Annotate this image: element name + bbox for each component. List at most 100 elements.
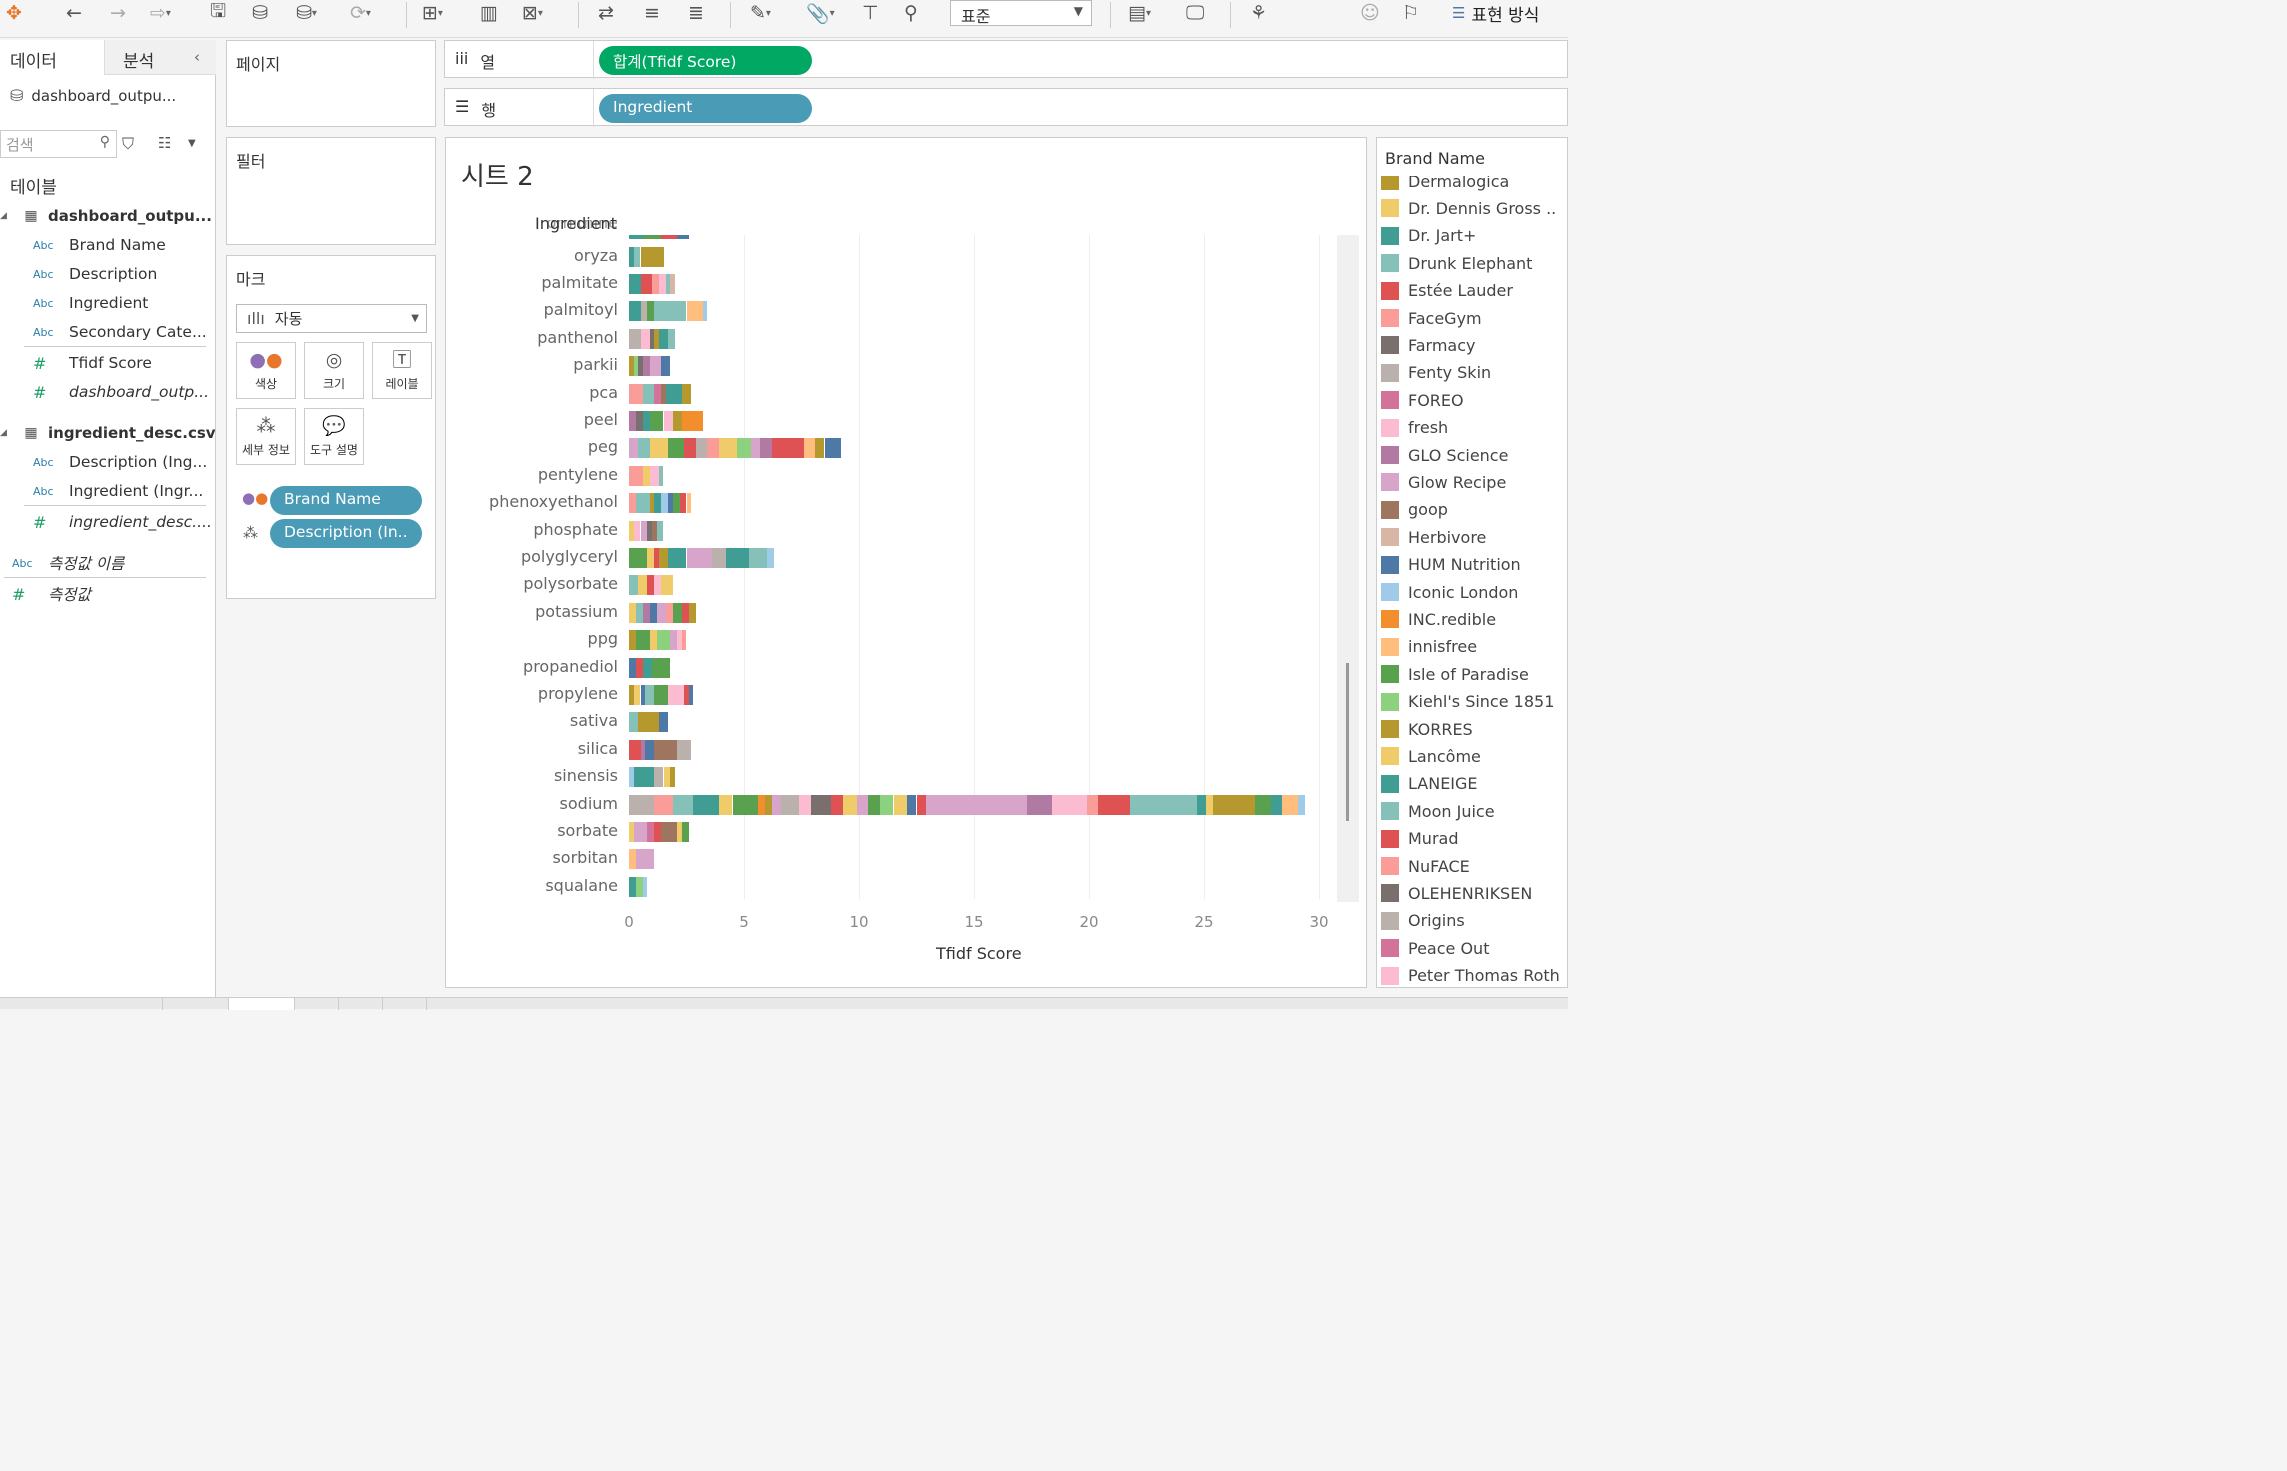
y-tick-label[interactable]: silica — [577, 738, 618, 758]
legend-item[interactable]: Glow Recipe — [1381, 469, 1506, 495]
y-tick-label[interactable]: palmitoyl — [543, 300, 618, 320]
y-tick-label[interactable]: sorbitan — [552, 848, 618, 868]
bar-segment[interactable] — [684, 438, 696, 459]
bar-segment[interactable] — [686, 547, 712, 568]
search-input[interactable]: 검색 ⚲ — [0, 130, 117, 158]
y-tick-label[interactable]: polysorbate — [523, 574, 618, 594]
bar-segment[interactable] — [629, 602, 636, 623]
bar-segment[interactable] — [629, 235, 643, 240]
rows-shelf[interactable]: ☰ 행 Ingredient — [444, 88, 1568, 127]
share-icon[interactable]: ⚘ — [1250, 2, 1268, 24]
tooltip-button[interactable]: 💬 도구 설명 — [304, 408, 364, 465]
bar-segment[interactable] — [629, 657, 636, 678]
legend-item[interactable]: INC.redible — [1381, 606, 1496, 632]
field-description[interactable]: Abc Description — [33, 260, 157, 288]
bar-segment[interactable] — [647, 821, 655, 842]
legend-item[interactable]: Farmacy — [1381, 332, 1476, 358]
bar-segment[interactable] — [681, 602, 689, 623]
table-ingredient-desc[interactable]: ◢ ▦ ingredient_desc.csv — [0, 419, 216, 447]
bar-segment[interactable] — [868, 794, 880, 815]
bar-segment[interactable] — [629, 273, 641, 294]
bar-segment[interactable] — [633, 684, 641, 705]
bar-segment[interactable] — [640, 328, 650, 349]
columns-shelf[interactable]: iii 열 합계(Tfidf Score) — [444, 40, 1568, 79]
legend-item[interactable]: Dr. Dennis Gross .. — [1381, 195, 1556, 221]
bar-segment[interactable] — [654, 794, 673, 815]
datasource-item[interactable]: ⛁ dashboard_outpu... — [10, 86, 176, 105]
y-tick-label[interactable]: propylene — [537, 683, 618, 703]
sheet-title[interactable]: 시트 2 — [461, 162, 534, 192]
tab-analysis[interactable]: 분석 — [105, 40, 216, 75]
bar-segment[interactable] — [633, 356, 639, 377]
fit-select[interactable]: 표준 ▼ — [950, 0, 1092, 26]
mark-type-select[interactable]: ıllı 자동 ▼ — [236, 304, 427, 333]
bar-segment[interactable] — [661, 821, 678, 842]
bar-segment[interactable] — [803, 438, 816, 459]
legend-item[interactable]: goop — [1381, 497, 1448, 523]
bar-segment[interactable] — [654, 301, 687, 322]
sheet-tab[interactable] — [163, 998, 229, 1010]
bar-segment[interactable] — [640, 273, 652, 294]
field-secondary-category[interactable]: Abc Secondary Cate... — [33, 318, 207, 346]
bar-segment[interactable] — [652, 273, 659, 294]
redo-icon[interactable]: ⇨ ▾ — [150, 2, 171, 24]
bar-segment[interactable] — [661, 383, 666, 404]
bar-segment[interactable] — [1206, 794, 1214, 815]
bar-segment[interactable] — [707, 438, 719, 459]
bar-segment[interactable] — [656, 520, 664, 541]
bar-segment[interactable] — [842, 794, 857, 815]
filter-icon[interactable]: ⛉ — [122, 134, 135, 153]
show-cards-icon[interactable]: ▤ ▾ — [1128, 2, 1151, 24]
bar-segment[interactable] — [658, 328, 669, 349]
legend-item[interactable]: Peace Out — [1381, 935, 1489, 961]
bar-segment[interactable] — [638, 575, 648, 596]
y-tick-label[interactable]: peel — [583, 409, 618, 429]
new-story-tab[interactable] — [383, 998, 427, 1010]
field-dashboard-output-count[interactable]: # dashboard_outp... — [33, 378, 209, 406]
bar-segment[interactable] — [670, 630, 678, 651]
bar-segment[interactable] — [1254, 794, 1271, 815]
bar-segment[interactable] — [629, 849, 636, 870]
table-dashboard-output[interactable]: ◢ ▦ dashboard_outpu... — [0, 202, 216, 230]
pill-description[interactable]: Description (In.. — [270, 519, 422, 548]
tab-data[interactable]: 데이터 — [0, 40, 105, 75]
bar-segment[interactable] — [629, 356, 634, 377]
bar-segment[interactable] — [661, 356, 671, 377]
bar-segment[interactable] — [645, 684, 655, 705]
bar-segment[interactable] — [629, 383, 643, 404]
field-tfidf-score[interactable]: # Tfidf Score — [33, 349, 152, 377]
bar-segment[interactable] — [654, 328, 659, 349]
legend-item[interactable]: Iconic London — [1381, 579, 1518, 605]
bar-segment[interactable] — [732, 794, 758, 815]
bar-segment[interactable] — [629, 410, 636, 431]
scrollbar-thumb[interactable] — [1346, 663, 1349, 821]
bar-segment[interactable] — [649, 438, 669, 459]
bar-segment[interactable] — [640, 520, 648, 541]
sheet-tab-active[interactable] — [229, 998, 295, 1010]
bar-segment[interactable] — [649, 410, 664, 431]
y-tick-label[interactable]: sinensis — [553, 766, 618, 786]
ask-data-icon[interactable]: ☺ — [1360, 2, 1380, 24]
bar-segment[interactable] — [681, 821, 689, 842]
highlight-icon[interactable]: ✎ ▾ — [750, 2, 771, 24]
sort-ascending-icon[interactable]: ≡ — [644, 2, 660, 24]
bar-segment[interactable] — [856, 794, 869, 815]
bar-segment[interactable] — [718, 794, 733, 815]
bar-segment[interactable] — [668, 547, 687, 568]
bar-segment[interactable] — [629, 438, 639, 459]
bar-segment[interactable] — [757, 794, 765, 815]
bar-segment[interactable] — [771, 794, 781, 815]
bar-segment[interactable] — [629, 520, 634, 541]
bar-segment[interactable] — [1270, 794, 1283, 815]
view-options-icon[interactable]: ☷ — [158, 134, 172, 152]
bar-segment[interactable] — [633, 767, 655, 788]
color-button[interactable]: ●● 색상 — [236, 342, 296, 399]
bar-segment[interactable] — [693, 794, 719, 815]
bar-segment[interactable] — [633, 246, 641, 267]
bar-segment[interactable] — [633, 520, 641, 541]
bar-segment[interactable] — [629, 493, 636, 514]
legend-item[interactable]: Lancôme — [1381, 743, 1481, 769]
field-measure-names[interactable]: Abc 측정값 이름 — [12, 549, 124, 577]
bar-segment[interactable] — [1213, 794, 1255, 815]
y-tick-label[interactable]: palmitate — [541, 272, 618, 292]
